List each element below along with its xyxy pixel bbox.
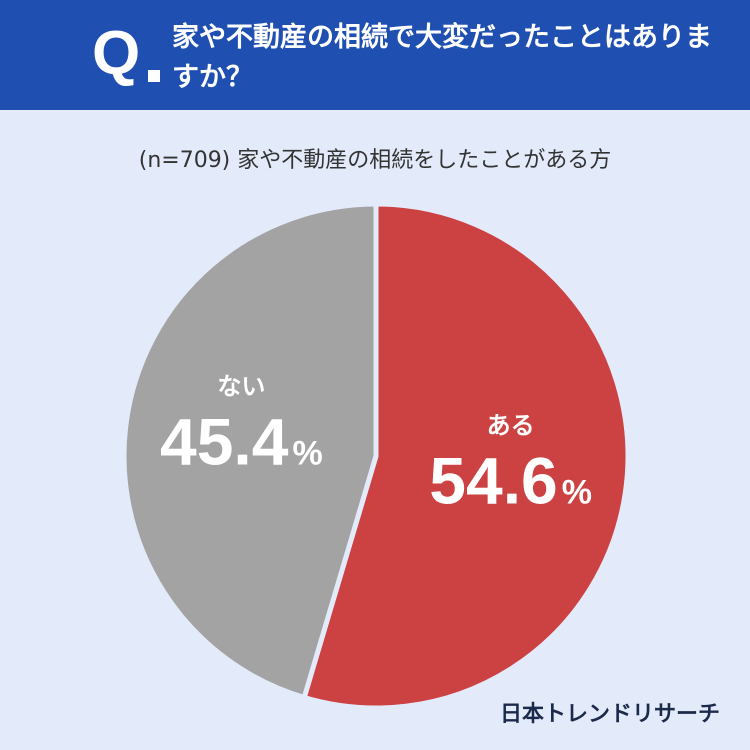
brand-logo: 日本トレンドリサーチ [499,702,720,727]
pie-slice-1 [121,201,379,701]
pie-slice-0 [301,201,631,711]
q-label: Q [92,19,141,88]
slice-label-1: ない [217,372,265,400]
slice-label-0: ある [487,412,535,440]
slice-value-1: 45.4% [160,404,323,478]
q-dot [148,70,160,82]
question-text: 家や不動産の相続で大変だったことはありますか？ [172,22,712,93]
slice-value-0: 54.6% [429,444,592,518]
question-header: Q 家や不動産の相続で大変だったことはありますか？ [0,0,750,110]
chart-subtitle: (n=709) 家や不動産の相続をしたことがある方 [138,148,612,173]
